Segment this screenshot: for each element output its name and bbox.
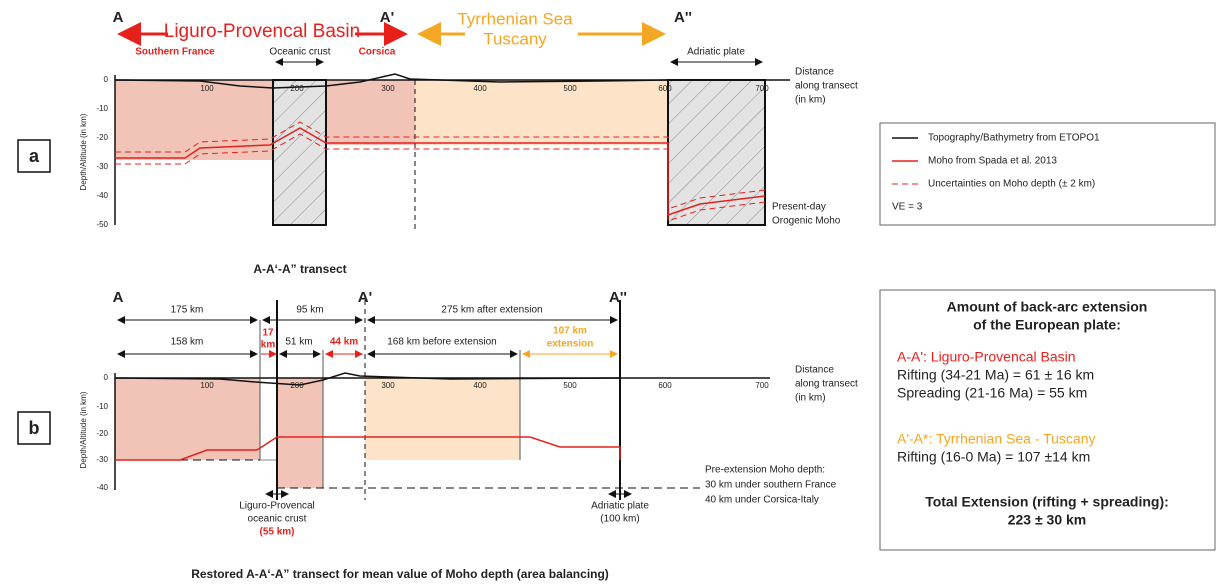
point-label: A' <box>380 9 394 26</box>
moho-note: Orogenic Moho <box>772 216 841 227</box>
x-tick-label: 400 <box>473 84 487 93</box>
span-label: extension <box>547 339 594 350</box>
span-label: 107 km <box>553 326 587 337</box>
summary-line: Rifting (16-0 Ma) = 107 ±14 km <box>897 449 1090 465</box>
x-axis-label: (in km) <box>795 95 826 106</box>
x-tick-label: 500 <box>563 381 577 390</box>
point-label: A'' <box>609 289 627 306</box>
x-tick-label: 200 <box>290 84 304 93</box>
span-label: 275 km after extension <box>441 305 542 316</box>
x-tick-label: 200 <box>290 381 304 390</box>
y-axis-label: Depth/Altitude (in km) <box>79 391 88 468</box>
x-tick-label: 300 <box>381 84 395 93</box>
summary-title: Amount of back-arc extension <box>947 299 1148 315</box>
y-tick-label: 0 <box>104 75 109 84</box>
oceanic-crust-note: Liguro-Provencal <box>239 501 315 512</box>
span-label: 168 km before extension <box>387 337 497 348</box>
oceanic-crust-note: oceanic crust <box>248 514 307 525</box>
x-tick-label: 300 <box>381 381 395 390</box>
y-axis-label: Depth/Altitude (in km) <box>79 113 88 190</box>
summary-heading: A-A': Liguro-Provencal Basin <box>897 349 1076 365</box>
x-axis-label: along transect <box>795 379 858 390</box>
region-label: Oceanic crust <box>269 47 330 58</box>
region-label: Corsica <box>359 47 396 58</box>
y-tick-label: -20 <box>96 133 108 142</box>
span-label: 17 <box>262 328 274 339</box>
caption: Restored A-A‘-A” transect for mean value… <box>191 567 609 581</box>
span-label: 95 km <box>296 305 323 316</box>
y-tick-label: -50 <box>96 220 108 229</box>
basin-title: Liguro-Provencal Basin <box>164 21 360 42</box>
legend-item: Uncertainties on Moho depth (± 2 km) <box>928 179 1095 190</box>
legend-item: Moho from Spada et al. 2013 <box>928 156 1057 167</box>
summary-title: of the European plate: <box>973 317 1121 333</box>
y-tick-label: -10 <box>96 104 108 113</box>
pre-extension-note: 40 km under Corsica-Italy <box>705 495 819 506</box>
y-tick-label: -10 <box>96 402 108 411</box>
x-tick-label: 700 <box>755 381 769 390</box>
span-label: 175 km <box>171 305 204 316</box>
point-label: A <box>113 9 124 26</box>
summary-total: Total Extension (rifting + spreading): <box>925 494 1169 510</box>
x-axis-label: (in km) <box>795 393 826 404</box>
x-tick-label: 600 <box>658 84 672 93</box>
y-tick-label: -20 <box>96 429 108 438</box>
figure: A A' A'' Liguro-Provencal Basin Tyrrhenian S… <box>0 0 1229 585</box>
legend-item: Topography/Bathymetry from ETOPO1 <box>928 133 1100 144</box>
panel-label: b <box>29 418 40 438</box>
y-tick-label: -40 <box>96 483 108 492</box>
x-tick-label: 700 <box>755 84 769 93</box>
summary-total: 223 ± 30 km <box>1008 512 1087 528</box>
x-tick-label: 100 <box>200 84 214 93</box>
x-axis-label: Distance <box>795 67 834 78</box>
y-tick-label: 0 <box>104 373 109 382</box>
x-tick-label: 600 <box>658 381 672 390</box>
span-label: km <box>261 340 276 351</box>
point-label: A' <box>358 289 372 306</box>
sea-title: Tyrrhenian Sea <box>457 9 573 28</box>
oceanic-crust-note: (55 km) <box>259 527 294 538</box>
x-tick-label: 500 <box>563 84 577 93</box>
pre-extension-note: Pre-extension Moho depth: <box>705 465 825 476</box>
summary-line: Spreading (21-16 Ma) = 55 km <box>897 385 1087 401</box>
moho-note: Present-day <box>772 202 826 213</box>
region-label: Southern France <box>135 47 215 58</box>
sea-title: Tuscany <box>483 29 547 48</box>
x-axis-label: Distance <box>795 365 834 376</box>
panel-label: a <box>29 146 40 166</box>
span-label: 51 km <box>285 337 312 348</box>
x-axis-label: along transect <box>795 81 858 92</box>
y-tick-label: -30 <box>96 162 108 171</box>
span-label: 44 km <box>330 337 358 348</box>
x-tick-label: 400 <box>473 381 487 390</box>
pre-extension-note: 30 km under southern France <box>705 480 837 491</box>
y-tick-label: -40 <box>96 191 108 200</box>
point-label: A'' <box>674 9 692 26</box>
caption: A-A‘-A” transect <box>253 262 346 276</box>
summary-line: Rifting (34-21 Ma) = 61 ± 16 km <box>897 367 1094 383</box>
panel-a-shapes <box>18 34 790 230</box>
y-tick-label: -30 <box>96 455 108 464</box>
x-tick-label: 100 <box>200 381 214 390</box>
adriatic-note: Adriatic plate <box>591 501 649 512</box>
summary-heading: A'-A*: Tyrrhenian Sea - Tuscany <box>897 431 1096 447</box>
span-label: 158 km <box>171 337 204 348</box>
adriatic-note: (100 km) <box>600 514 639 525</box>
point-label: A <box>113 289 124 306</box>
legend-note: VE = 3 <box>892 202 923 213</box>
region-label: Adriatic plate <box>687 47 745 58</box>
